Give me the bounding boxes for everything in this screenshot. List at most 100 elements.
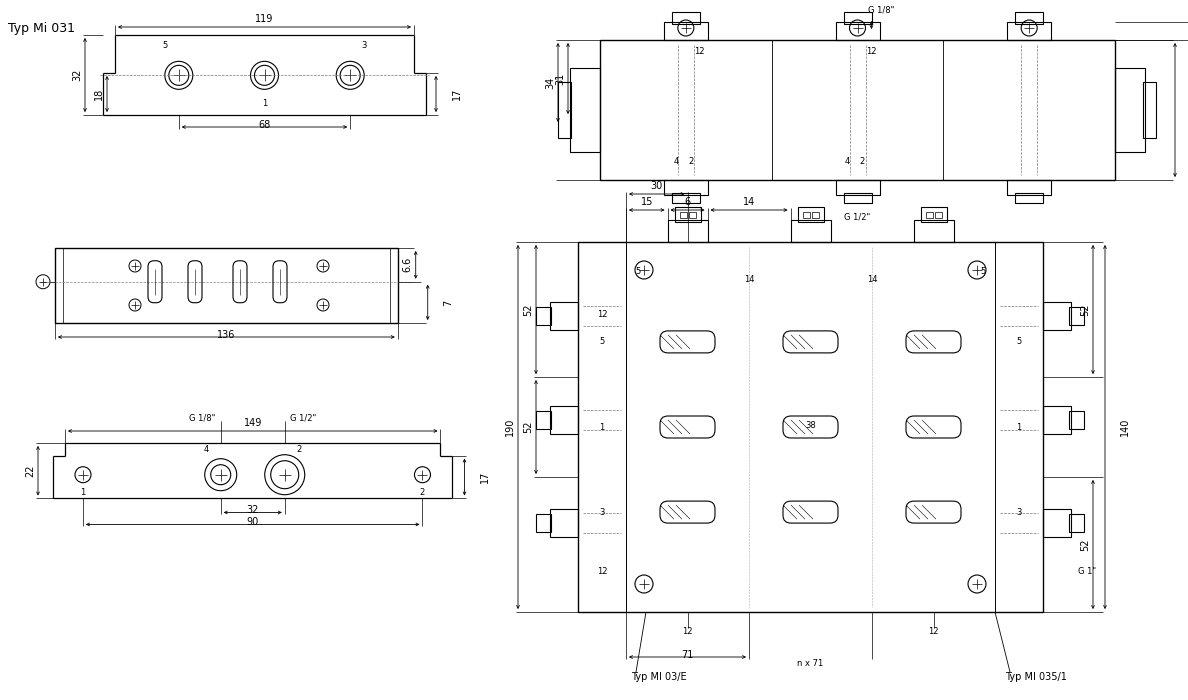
Bar (797, 207, 823, 222)
Text: 30: 30 (651, 181, 663, 191)
Text: 2: 2 (860, 158, 865, 167)
Text: 12: 12 (682, 627, 693, 636)
Text: 119: 119 (255, 14, 273, 24)
Bar (55, 248, 398, 323)
Text: 149: 149 (244, 418, 261, 428)
Text: 3: 3 (1016, 508, 1022, 517)
Bar (1016, 193, 1043, 203)
Bar (672, 12, 700, 24)
Bar (536, 307, 551, 325)
Text: Typ Mi 031: Typ Mi 031 (8, 22, 75, 35)
Text: 4: 4 (204, 445, 209, 454)
Text: 6: 6 (684, 197, 690, 207)
Bar (843, 12, 872, 24)
Bar (558, 82, 571, 138)
Text: 22: 22 (25, 465, 34, 477)
Text: 68: 68 (258, 120, 271, 130)
Text: 1: 1 (600, 423, 605, 431)
Text: 2: 2 (419, 488, 425, 497)
Bar (63, 248, 390, 323)
Bar (835, 22, 879, 40)
Bar (689, 212, 695, 218)
Text: 7: 7 (443, 300, 453, 305)
Text: 2: 2 (296, 445, 302, 454)
Bar (664, 180, 708, 195)
Text: 17: 17 (480, 471, 489, 483)
Bar (536, 411, 551, 428)
Text: 32: 32 (72, 69, 82, 81)
Bar (1069, 514, 1083, 532)
Text: 5: 5 (163, 41, 168, 50)
Text: 12: 12 (928, 627, 939, 636)
Bar (811, 212, 819, 218)
Text: 1: 1 (261, 99, 267, 108)
Bar (672, 193, 700, 203)
Text: 38: 38 (805, 421, 816, 430)
Text: 1: 1 (1017, 423, 1022, 431)
Text: 2: 2 (688, 158, 694, 167)
Text: G 1": G 1" (1078, 568, 1097, 577)
Bar (550, 405, 579, 433)
Bar (925, 212, 933, 218)
Text: 31: 31 (555, 72, 565, 85)
Bar (803, 212, 809, 218)
Bar (550, 302, 579, 330)
Bar (1069, 307, 1083, 325)
Bar (1069, 411, 1083, 428)
Bar (921, 207, 947, 222)
Bar (790, 220, 830, 242)
Text: 52: 52 (1080, 303, 1091, 316)
Bar (843, 193, 872, 203)
Text: 4: 4 (674, 158, 678, 167)
Text: 5: 5 (980, 267, 986, 276)
Text: 14: 14 (742, 197, 756, 207)
Text: 90: 90 (247, 517, 259, 527)
Text: 3: 3 (599, 508, 605, 517)
Text: 5: 5 (636, 267, 640, 276)
Text: 12: 12 (596, 568, 607, 577)
Text: 15: 15 (640, 197, 653, 207)
Text: G 1/2": G 1/2" (290, 414, 316, 423)
Text: 52: 52 (1080, 538, 1091, 551)
Text: 3: 3 (361, 41, 367, 50)
Text: 17: 17 (451, 88, 462, 100)
Bar (579, 242, 626, 612)
Text: 6.6: 6.6 (403, 258, 412, 272)
Text: G 1/8": G 1/8" (867, 6, 893, 15)
Bar (550, 509, 579, 537)
Text: Typ MI 03/E: Typ MI 03/E (631, 672, 687, 682)
Text: 32: 32 (247, 505, 259, 515)
Text: 52: 52 (523, 421, 533, 433)
Text: 12: 12 (866, 48, 877, 57)
Text: 136: 136 (217, 330, 235, 340)
Text: 18: 18 (94, 88, 105, 100)
Text: Typ MI 035/1: Typ MI 035/1 (1005, 672, 1067, 682)
Bar (664, 22, 708, 40)
Bar (914, 220, 954, 242)
Text: 5: 5 (600, 337, 605, 346)
Text: G 1/8": G 1/8" (189, 414, 216, 423)
Bar (1116, 68, 1145, 152)
Text: 34: 34 (545, 76, 555, 89)
Text: 4: 4 (845, 158, 851, 167)
Text: 12: 12 (695, 48, 706, 57)
Text: n x 71: n x 71 (797, 659, 823, 668)
Bar (680, 212, 687, 218)
Bar (1007, 22, 1051, 40)
Bar (536, 514, 551, 532)
Text: 1: 1 (81, 488, 86, 497)
Text: 14: 14 (867, 276, 877, 284)
Bar (570, 68, 600, 152)
Bar (1043, 509, 1072, 537)
Bar (835, 180, 879, 195)
Bar (600, 40, 1116, 180)
Bar (675, 207, 701, 222)
Text: 190: 190 (505, 418, 516, 436)
Bar (1007, 180, 1051, 195)
Text: G 1/2": G 1/2" (845, 212, 871, 221)
Bar (1143, 82, 1156, 138)
Text: 14: 14 (744, 276, 754, 284)
Bar (1016, 12, 1043, 24)
Bar (579, 242, 1043, 612)
Text: 52: 52 (523, 303, 533, 316)
